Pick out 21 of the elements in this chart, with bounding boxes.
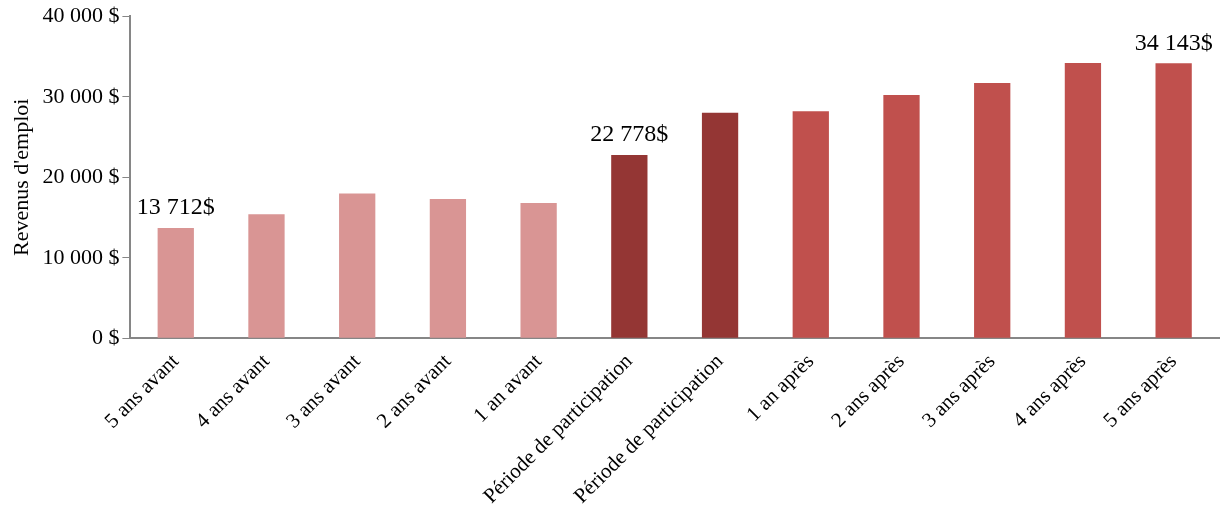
bar bbox=[792, 111, 829, 338]
y-tick-label: 10 000 $ bbox=[42, 243, 120, 269]
bar bbox=[157, 227, 194, 338]
y-axis-title: Revenus d'emploi bbox=[7, 98, 33, 256]
data-label: 22 778$ bbox=[590, 120, 669, 147]
bar bbox=[611, 154, 648, 338]
data-label: 13 712$ bbox=[136, 193, 215, 220]
bar bbox=[1155, 63, 1192, 338]
bar bbox=[883, 95, 920, 338]
y-tick-label: 20 000 $ bbox=[42, 163, 120, 189]
bar bbox=[248, 214, 285, 338]
y-tick-label: 30 000 $ bbox=[42, 82, 120, 108]
bar bbox=[520, 203, 557, 338]
y-tick-label: 0 $ bbox=[91, 324, 120, 350]
bar bbox=[974, 83, 1011, 338]
bar bbox=[1064, 62, 1102, 338]
bar bbox=[429, 199, 467, 338]
y-tick-label: 40 000 $ bbox=[42, 1, 120, 27]
data-label: 34 143$ bbox=[1134, 28, 1213, 55]
bar bbox=[339, 193, 376, 338]
bar bbox=[701, 112, 739, 338]
